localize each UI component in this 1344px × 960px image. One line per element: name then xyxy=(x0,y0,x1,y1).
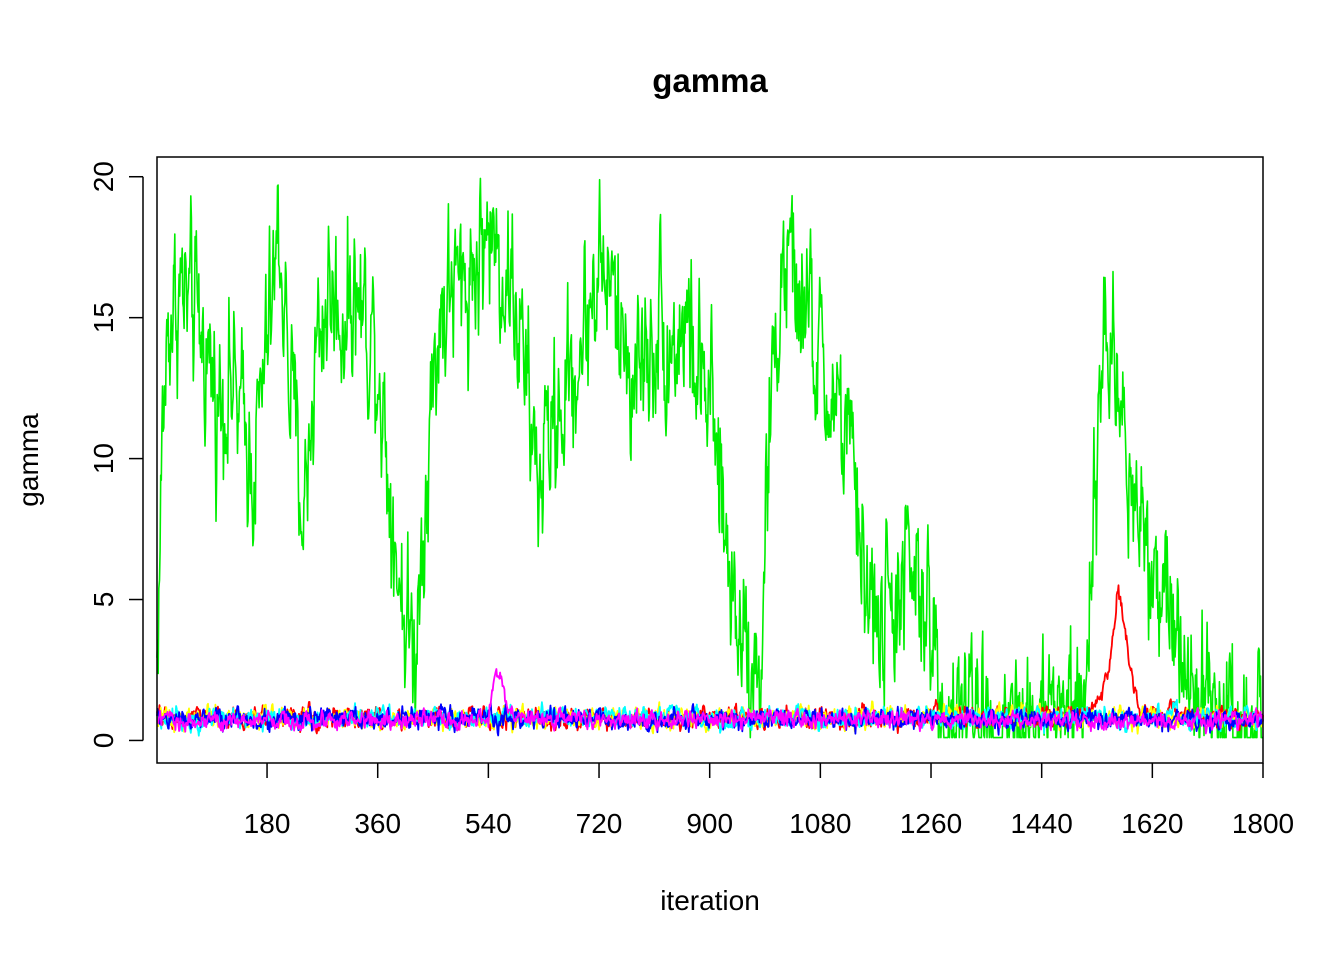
x-tick-label: 540 xyxy=(465,808,512,839)
x-tick-label: 360 xyxy=(354,808,401,839)
x-axis: 180 360 540 720 900 1080 1260 1440 1620 1800 xyxy=(244,763,1294,839)
x-tick-label: 1260 xyxy=(900,808,962,839)
x-tick-label: 180 xyxy=(244,808,291,839)
x-axis-label: iteration xyxy=(660,885,760,916)
y-tick-label: 15 xyxy=(88,302,119,333)
y-tick-label: 10 xyxy=(88,443,119,474)
y-axis: 0 5 10 15 20 xyxy=(88,161,144,749)
x-tick-label: 720 xyxy=(576,808,623,839)
x-tick-label: 1440 xyxy=(1011,808,1073,839)
y-tick-label: 0 xyxy=(88,733,119,749)
x-tick-label: 1800 xyxy=(1232,808,1294,839)
series-layer xyxy=(156,177,1264,739)
x-tick-label: 1620 xyxy=(1121,808,1183,839)
chart-title: gamma xyxy=(652,62,768,99)
y-tick-label: 5 xyxy=(88,592,119,608)
x-tick-label: 1080 xyxy=(789,808,851,839)
chain-trace-line xyxy=(156,668,1264,735)
y-axis-label: gamma xyxy=(13,413,44,507)
y-tick-label: 20 xyxy=(88,161,119,192)
x-tick-label: 900 xyxy=(686,808,733,839)
chain-trace-line xyxy=(156,177,1264,739)
